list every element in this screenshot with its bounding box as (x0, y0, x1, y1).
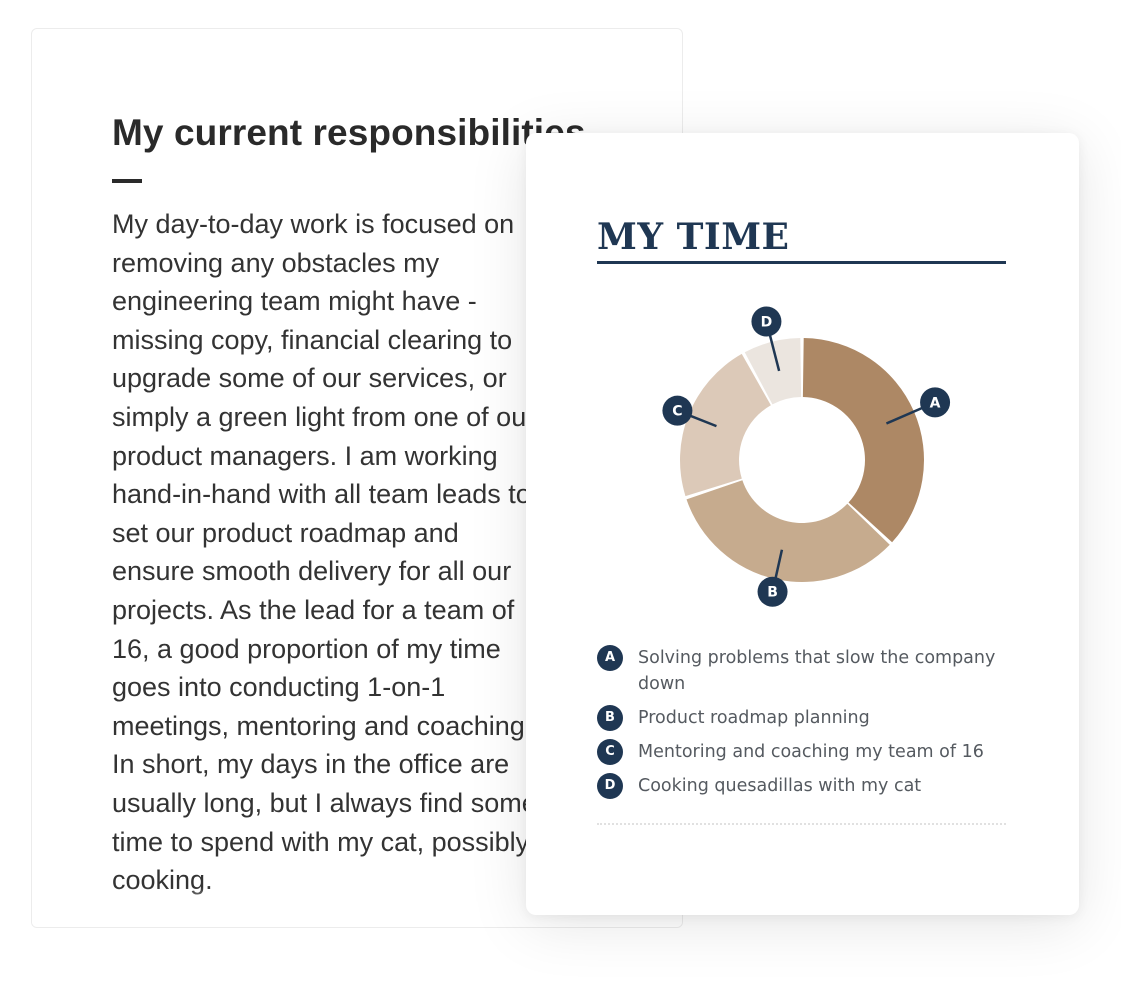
donut-segment-a (802, 338, 924, 543)
legend-label: Solving problems that slow the company d… (638, 648, 996, 694)
donut-segment-b (686, 480, 890, 582)
callout-badge-circle (751, 306, 782, 337)
legend-item-a: A Solving problems that slow the company … (597, 645, 1017, 697)
body-text-line: simply a green light from one of our (112, 401, 536, 432)
body-text-line: missing copy, financial clearing to (112, 324, 513, 355)
title-underline (597, 261, 1006, 264)
body-text-line: In short, my days in the office are (112, 749, 510, 780)
title-dash-divider (112, 179, 142, 183)
body-text-line: removing any obstacles my (112, 247, 440, 278)
legend-marker: C (597, 739, 623, 765)
body-text-line: set our product roadmap and (112, 517, 459, 548)
callout-badge-c: C (662, 395, 693, 426)
callout-badge-b: B (757, 576, 788, 607)
legend-item-c: C Mentoring and coaching my team of 16 (597, 739, 1017, 765)
body-text-line: product managers. I am working (112, 440, 498, 471)
legend-marker: B (597, 705, 623, 731)
callout-badge-circle (920, 387, 951, 418)
body-text-line: projects. As the lead for a team of (112, 594, 515, 625)
body-text-line: hand-in-hand with all team leads to (112, 479, 531, 510)
body-text-line: 16, a good proportion of my time (112, 633, 501, 664)
body-text-line: goes into conducting 1-on-1 (112, 672, 446, 703)
donut-segment-d (744, 338, 802, 405)
callout-badge-letter: D (761, 314, 773, 330)
legend-label: Product roadmap planning (638, 708, 870, 728)
legend-item-d: D Cooking quesadillas with my cat (597, 773, 1017, 799)
legend-marker: A (597, 645, 623, 671)
body-text-line: ensure smooth delivery for all our (112, 556, 512, 587)
responsibilities-body: My day-to-day work is focused on removing… (112, 205, 672, 900)
body-text-line: usually long, but I always find some (112, 787, 537, 818)
callout-badge-d: D (751, 306, 782, 337)
callout-badge-letter: B (767, 585, 778, 601)
legend-label: Mentoring and coaching my team of 16 (638, 742, 984, 762)
body-text-line: engineering team might have - (112, 286, 477, 317)
responsibilities-title: My current responsibilities (112, 112, 586, 153)
donut-segment-c (680, 353, 771, 497)
body-text-line: time to spend with my cat, possibly (112, 826, 530, 857)
legend-label: Cooking quesadillas with my cat (638, 776, 922, 796)
donut-chart: A B C D (662, 306, 951, 607)
callout-badge-a: A (920, 387, 951, 418)
body-text-line: upgrade some of our services, or (112, 363, 507, 394)
dotted-divider (597, 823, 1006, 825)
callout-badge-letter: C (672, 404, 682, 420)
legend-item-b: B Product roadmap planning (597, 705, 1017, 731)
legend-marker: D (597, 773, 623, 799)
callout-badge-circle (757, 576, 788, 607)
body-text-line: meetings, mentoring and coaching. (112, 710, 533, 741)
callout-badge-letter: A (930, 395, 941, 411)
chart-legend: A Solving problems that slow the company … (597, 645, 1017, 807)
my-time-title: MY TIME (597, 216, 790, 258)
callout-badge-circle (662, 395, 693, 426)
body-text-line: My day-to-day work is focused on (112, 209, 515, 239)
